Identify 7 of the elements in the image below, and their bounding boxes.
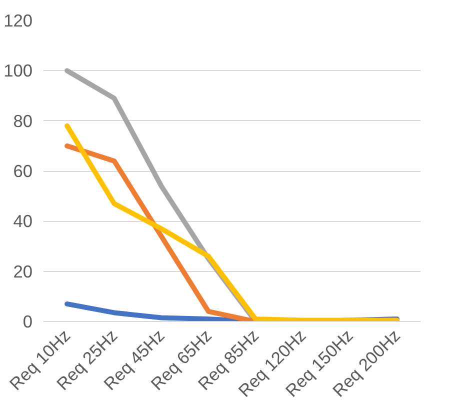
- y-tick-label: 20: [13, 261, 33, 282]
- y-tick-label: 80: [13, 110, 33, 131]
- y-tick-label: 40: [13, 211, 33, 232]
- y-tick-label: 0: [22, 312, 33, 332]
- y-tick-label: 60: [13, 161, 33, 181]
- y-tick-label: 120: [4, 10, 33, 30]
- y-tick-label: 100: [4, 60, 33, 81]
